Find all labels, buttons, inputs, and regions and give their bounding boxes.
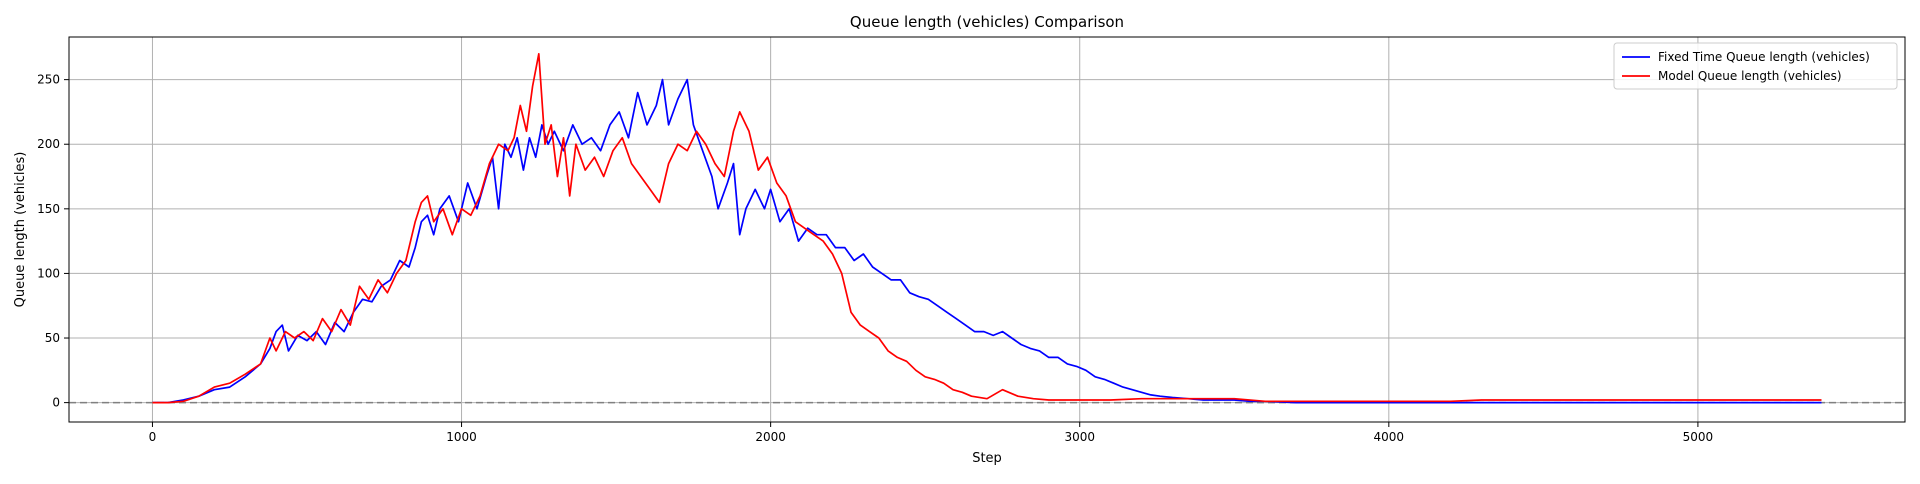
legend-label-0: Fixed Time Queue length (vehicles) xyxy=(1658,50,1870,64)
x-axis: 0 1000 2000 3000 4000 5000 xyxy=(149,422,1714,444)
x-tick-label-5: 5000 xyxy=(1683,430,1714,444)
y-tick-label-2: 100 xyxy=(37,266,60,280)
legend: Fixed Time Queue length (vehicles) Model … xyxy=(1613,42,1898,90)
x-tick-label-0: 0 xyxy=(149,430,157,444)
chart-title: Queue length (vehicles) Comparison xyxy=(850,13,1124,31)
y-axis: 0 50 100 150 200 250 xyxy=(37,73,69,410)
x-tick-label-2: 2000 xyxy=(755,430,786,444)
y-tick-label-4: 200 xyxy=(37,137,60,151)
plot-frame xyxy=(68,36,1906,423)
y-tick-label-0: 0 xyxy=(52,396,60,410)
legend-label-1: Model Queue length (vehicles) xyxy=(1658,69,1842,83)
x-tick-label-3: 3000 xyxy=(1064,430,1095,444)
x-tick-label-4: 4000 xyxy=(1374,430,1405,444)
y-tick-label-3: 150 xyxy=(37,202,60,216)
y-axis-label: Queue length (vehicles) xyxy=(13,152,28,308)
legend-box xyxy=(1613,42,1898,90)
grid xyxy=(69,37,1905,422)
series-layer xyxy=(152,52,1822,404)
y-tick-label-1: 50 xyxy=(45,331,60,345)
series-line-1 xyxy=(152,52,1822,404)
x-tick-label-1: 1000 xyxy=(446,430,477,444)
series-line-0 xyxy=(152,78,1822,404)
y-tick-label-5: 250 xyxy=(37,73,60,87)
x-axis-label: Step xyxy=(972,451,1002,466)
